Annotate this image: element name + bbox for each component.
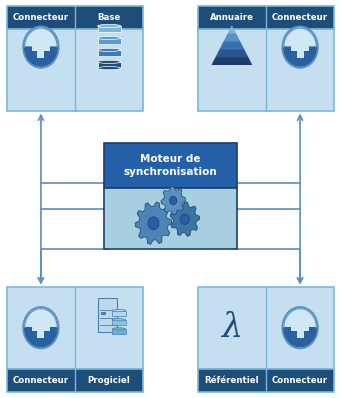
FancyBboxPatch shape [7,369,143,392]
FancyBboxPatch shape [98,298,117,332]
Ellipse shape [112,318,126,321]
Bar [291,326,309,332]
Bar [112,310,126,316]
Bar [294,41,297,45]
Circle shape [23,26,59,68]
Bar [297,51,303,58]
Polygon shape [135,202,172,244]
Text: Annuaire: Annuaire [210,13,254,22]
Text: Base: Base [98,13,121,22]
Bar [98,38,121,44]
Text: Connecteur: Connecteur [13,376,69,385]
Polygon shape [211,57,252,65]
FancyBboxPatch shape [7,29,143,111]
Bar [38,331,44,338]
Bar [98,26,121,32]
Ellipse shape [112,328,126,330]
Polygon shape [170,202,200,236]
Text: Connecteur: Connecteur [13,13,69,22]
FancyBboxPatch shape [7,6,143,29]
Ellipse shape [98,24,121,27]
FancyBboxPatch shape [198,369,334,392]
Circle shape [169,196,177,205]
Polygon shape [216,49,248,57]
FancyBboxPatch shape [104,143,237,187]
Polygon shape [220,41,244,49]
Ellipse shape [98,36,121,39]
Circle shape [148,217,159,230]
FancyBboxPatch shape [198,6,334,29]
FancyBboxPatch shape [7,287,143,369]
Polygon shape [228,25,236,33]
Ellipse shape [98,48,121,51]
Polygon shape [224,33,240,41]
Ellipse shape [98,66,121,70]
Circle shape [23,307,59,348]
Text: Référentiel: Référentiel [205,376,259,385]
Polygon shape [284,47,316,66]
Polygon shape [25,47,57,66]
Circle shape [282,307,318,348]
Bar [98,62,121,68]
FancyBboxPatch shape [198,287,334,369]
Bar [32,326,50,332]
Text: Moteur de
synchronisation: Moteur de synchronisation [124,154,217,177]
Ellipse shape [112,309,126,312]
Bar [294,322,297,326]
Bar [101,312,106,315]
Bar [34,41,38,45]
Bar [38,51,44,58]
Circle shape [180,214,189,224]
Polygon shape [25,328,57,347]
Circle shape [282,26,318,68]
Bar [303,322,307,326]
FancyBboxPatch shape [198,29,334,111]
Bar [32,46,50,51]
FancyBboxPatch shape [104,187,237,249]
Bar [112,320,126,325]
Bar [34,322,38,326]
Bar [44,41,47,45]
Bar [297,331,303,338]
Bar [44,322,47,326]
Ellipse shape [98,60,121,63]
Bar [112,329,126,334]
Text: Connecteur: Connecteur [272,13,328,22]
Text: λ: λ [221,312,242,344]
Polygon shape [161,186,186,215]
Bar [291,46,309,51]
Text: Progiciel: Progiciel [88,376,131,385]
Text: Connecteur: Connecteur [272,376,328,385]
Bar [98,50,121,56]
Bar [303,41,307,45]
Polygon shape [284,328,316,347]
